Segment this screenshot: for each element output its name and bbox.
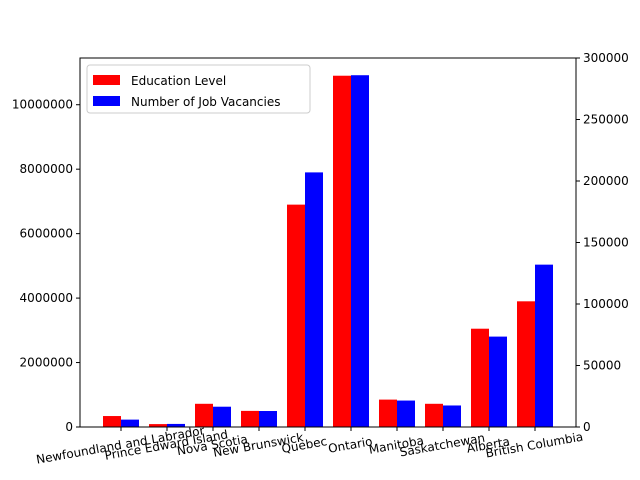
bars-layer (103, 75, 553, 428)
bar-job-vacancies (121, 419, 139, 427)
bar-job-vacancies (213, 406, 231, 427)
bar-education-level (241, 410, 259, 427)
right-y-tick-label: 300000 (583, 51, 629, 65)
right-y-tick-label: 50000 (583, 359, 621, 373)
bar-education-level (517, 301, 535, 427)
legend-box (86, 64, 311, 114)
bar-job-vacancies (351, 75, 369, 427)
bar-education-level (103, 416, 121, 427)
left-y-tick-label: 4000000 (20, 291, 73, 305)
right-y-tick-label: 150000 (583, 236, 629, 250)
bar-job-vacancies (397, 400, 415, 427)
bar-job-vacancies (535, 264, 553, 427)
right-y-tick-label: 250000 (583, 113, 629, 127)
bar-job-vacancies (489, 336, 507, 427)
legend-label: Number of Job Vacancies (131, 95, 280, 109)
left-y-tick-label: 6000000 (20, 227, 73, 241)
left-y-tick-label: 8000000 (20, 162, 73, 176)
bar-education-level (379, 399, 397, 427)
right-y-tick-label: 100000 (583, 297, 629, 311)
legend: Education Level Number of Job Vacancies (86, 64, 311, 114)
bar-education-level (287, 204, 305, 427)
bar-education-level (425, 403, 443, 427)
left-y-tick-label: 10000000 (12, 98, 73, 112)
bar-job-vacancies (443, 405, 461, 427)
bar-education-level (195, 403, 213, 427)
legend-label: Education Level (131, 74, 226, 88)
legend-swatch (93, 75, 120, 85)
bar-education-level (471, 328, 489, 427)
bar-education-level (333, 75, 351, 428)
legend-swatch (93, 96, 120, 106)
right-y-tick-label: 200000 (583, 174, 629, 188)
bar-job-vacancies (259, 411, 277, 427)
x-tick-label: British Columbia (484, 430, 584, 461)
bar-education-level (149, 424, 167, 427)
left-y-tick-label: 2000000 (20, 356, 73, 370)
x-tick-label: Ontario (327, 434, 373, 456)
bar-job-vacancies (167, 423, 185, 427)
left-y-tick-label: 0 (65, 420, 73, 434)
bar-job-vacancies (305, 172, 323, 427)
right-y-tick-label: 0 (583, 420, 591, 434)
